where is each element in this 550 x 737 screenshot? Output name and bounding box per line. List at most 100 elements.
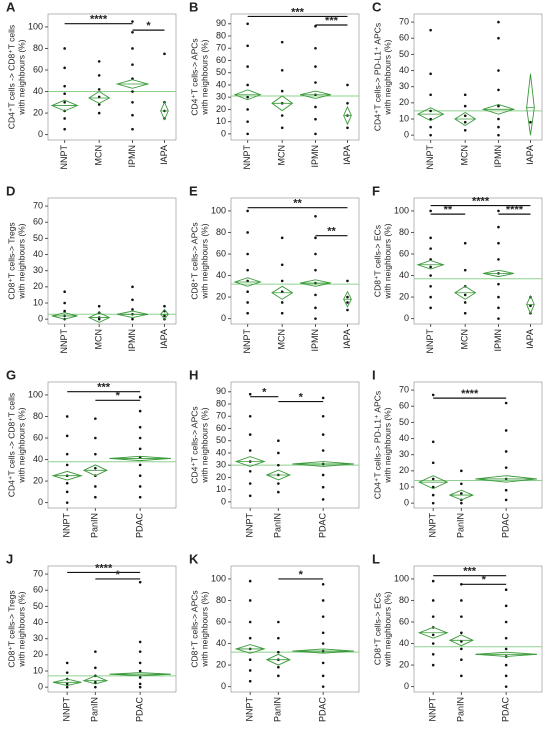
data-point xyxy=(277,620,280,624)
data-point xyxy=(321,631,325,635)
data-point xyxy=(314,236,317,240)
y-tick-label: 0 xyxy=(221,681,226,691)
data-point xyxy=(460,469,463,473)
significance-label: *** xyxy=(291,6,305,18)
data-point xyxy=(280,236,284,240)
x-tick-label: IAPA xyxy=(159,145,169,165)
data-point xyxy=(460,640,463,643)
data-point xyxy=(246,83,249,87)
data-point xyxy=(94,485,97,488)
y-tick-label: 50 xyxy=(399,49,409,59)
x-tick-label: IPMN xyxy=(493,329,503,352)
data-point xyxy=(65,682,69,686)
data-point xyxy=(346,295,349,299)
data-point xyxy=(429,258,432,261)
y-axis-label: with neighbours (%) xyxy=(382,223,392,299)
data-point xyxy=(246,290,249,293)
panel: C CD4⁺T cells-> PD-L1⁺ APCs with neighbour… xyxy=(372,0,543,170)
data-point xyxy=(97,317,101,321)
data-point xyxy=(429,93,432,97)
panel: L CD8⁺T cells-> ECs with neighbours (%) 0 20… xyxy=(372,551,543,723)
data-point xyxy=(138,395,142,399)
y-tick-label: 0 xyxy=(38,314,43,324)
data-point xyxy=(460,647,463,651)
data-point xyxy=(138,640,142,644)
data-point xyxy=(131,31,134,34)
panel-letter: F xyxy=(372,183,380,198)
plot-frame xyxy=(413,197,543,325)
data-point xyxy=(460,599,463,602)
y-tick-label: 60 xyxy=(399,248,409,258)
data-point xyxy=(504,466,508,469)
data-point xyxy=(280,126,284,130)
data-point xyxy=(321,498,325,501)
x-tick-label: PDAC xyxy=(318,697,328,723)
data-point xyxy=(277,482,280,485)
x-tick-label: PanIN xyxy=(456,697,466,722)
data-point xyxy=(138,474,142,477)
y-tick-label: 20 xyxy=(33,649,43,659)
panel: F CD8⁺T cells-> ECs with neighbours (%) 0 20… xyxy=(372,183,543,354)
panel: H CD4⁺T cells-> APCs with neighbours (%) 0 1… xyxy=(189,367,360,538)
y-axis-label: CD8⁺T cells-> ECs xyxy=(372,593,382,665)
x-tick-label: PDAC xyxy=(501,697,511,723)
data-point xyxy=(431,615,435,618)
x-tick-label: MCN xyxy=(94,329,104,350)
data-point xyxy=(463,93,467,97)
data-point xyxy=(248,579,252,583)
data-point xyxy=(138,676,142,679)
plot-frame xyxy=(230,565,360,693)
data-point xyxy=(314,117,317,121)
y-tick-label: 30 xyxy=(216,92,226,102)
data-point xyxy=(321,661,325,665)
x-tick-label: NNPT xyxy=(425,328,435,353)
data-point xyxy=(131,298,134,302)
data-point xyxy=(65,434,69,438)
data-point xyxy=(131,47,134,50)
data-point xyxy=(63,47,66,50)
data-point xyxy=(497,125,500,129)
data-point xyxy=(246,132,249,136)
data-point xyxy=(497,295,500,299)
data-point xyxy=(246,65,249,68)
data-point xyxy=(63,301,66,305)
y-axis-label: CD4⁺T cells-> PD-L1⁺ APCs xyxy=(372,391,382,499)
significance-label: * xyxy=(482,574,487,586)
y-tick-label: 100 xyxy=(28,21,43,31)
data-point xyxy=(429,265,432,269)
x-tick-label: IAPA xyxy=(525,145,535,165)
x-tick-label: NNPT xyxy=(245,696,255,721)
data-point xyxy=(460,615,463,618)
y-axis-label: with neighbours (%) xyxy=(199,591,209,667)
significance-label: ** xyxy=(444,204,453,216)
data-point xyxy=(97,74,101,77)
data-point xyxy=(497,104,500,108)
y-tick-label: 100 xyxy=(394,573,409,583)
y-axis-label: with neighbours (%) xyxy=(199,39,209,115)
y-axis-label: CD8⁺T cells-> APCs xyxy=(189,222,199,299)
y-axis-label: CD8⁺T cells-> Tregs xyxy=(6,222,16,299)
y-axis-label: with neighbours (%) xyxy=(199,407,209,483)
data-point xyxy=(65,463,69,467)
y-axis-label: with neighbours (%) xyxy=(382,591,392,667)
y-tick-label: 80 xyxy=(216,398,226,408)
data-point xyxy=(131,63,134,66)
data-point xyxy=(65,481,69,485)
data-point xyxy=(248,392,252,396)
data-point xyxy=(321,583,325,586)
data-point xyxy=(246,44,249,48)
y-tick-label: 60 xyxy=(216,423,226,433)
panel: A CD4⁺T cells -> CD8⁺T cells with neighbou… xyxy=(6,0,177,170)
data-point xyxy=(321,414,325,418)
x-tick-label: NNPT xyxy=(245,512,255,537)
data-point xyxy=(246,95,249,99)
data-point xyxy=(504,674,508,678)
data-point xyxy=(138,682,142,686)
data-point xyxy=(346,308,349,312)
data-point xyxy=(131,77,134,80)
y-tick-label: 40 xyxy=(399,65,409,75)
x-tick-label: PanIN xyxy=(273,513,283,538)
y-axis-label: CD4⁺T cells-> APCs xyxy=(189,38,199,115)
y-tick-label: 0 xyxy=(221,313,226,323)
significance-label: * xyxy=(262,387,267,399)
